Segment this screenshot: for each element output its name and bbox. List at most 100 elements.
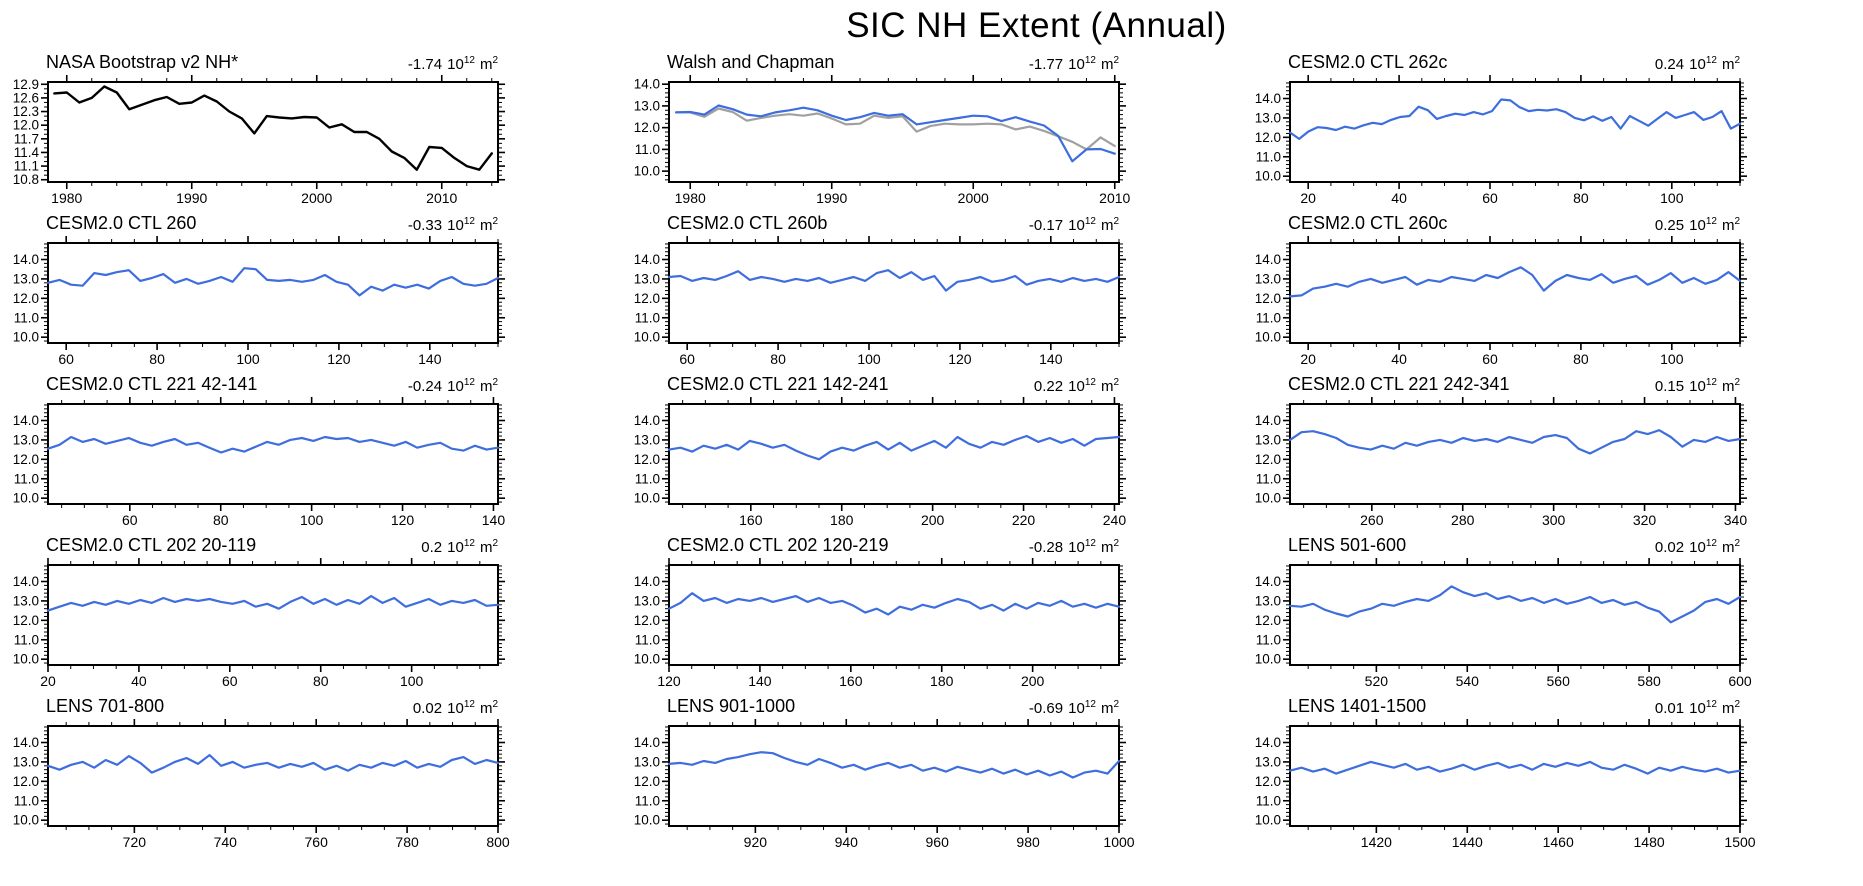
plot-frame <box>1289 564 1741 666</box>
trend-unit-base: 10 <box>447 700 464 717</box>
x-tick-label: 2000 <box>301 190 332 206</box>
panel-plot: 1980 1990 2000 2010 10.811.111.411.712.012.3… <box>13 75 505 206</box>
panel-grid: NASA Bootstrap v2 NH* -1.74 1012 m2 1980 1990… <box>0 48 1863 853</box>
data-line <box>46 267 500 297</box>
y-axis-labels: 10.0 11.0 12.0 13.0 14.0 <box>1255 735 1281 828</box>
data-line <box>667 269 1121 292</box>
trend-value: 0.25 <box>1654 217 1685 234</box>
trend-unit-base: 10 <box>1689 378 1706 395</box>
trend-unit-suffix-exponent: 2 <box>1734 538 1740 549</box>
trend-value: 0.22 <box>1033 378 1064 395</box>
data-line <box>1288 429 1742 455</box>
trend-unit-exponent: 12 <box>1084 377 1096 388</box>
x-tick-label: 780 <box>395 834 419 850</box>
y-tick-label: 11.0 <box>635 471 660 486</box>
y-tick-label: 11.0 <box>14 793 39 808</box>
trend-unit-base: 10 <box>1689 217 1706 234</box>
panel-title: CESM2.0 CTL 221 142-241 <box>667 374 889 394</box>
x-tick-label: 160 <box>839 673 863 689</box>
panel-trend: 0.02 1012 m2 <box>413 699 498 717</box>
y-axis-ticks <box>662 243 1126 342</box>
x-tick-label: 740 <box>214 834 238 850</box>
y-tick-label: 13.0 <box>13 754 39 769</box>
y-tick-label: 12.0 <box>13 118 39 133</box>
y-tick-label: 13.0 <box>13 432 39 447</box>
x-tick-label: 60 <box>679 351 695 367</box>
y-tick-label: 13.0 <box>634 271 660 286</box>
panel-title: CESM2.0 CTL 202 120-219 <box>667 535 889 555</box>
chart-panel: CESM2.0 CTL 202 20-119 0.2 1012 m2 20 40 60 80 1… <box>0 531 621 692</box>
panel-title: CESM2.0 CTL 260 <box>46 213 197 233</box>
y-tick-label: 11.0 <box>14 310 39 325</box>
x-tick-label: 100 <box>857 351 881 367</box>
trend-unit-suffix: m <box>479 378 493 395</box>
y-tick-label: 10.8 <box>13 172 39 187</box>
x-tick-label: 540 <box>1456 673 1480 689</box>
y-tick-label: 10.0 <box>634 813 660 828</box>
y-axis-labels: 10.811.111.411.712.012.312.612.9 <box>13 77 40 187</box>
data-line <box>1288 585 1742 624</box>
y-axis-ticks <box>1283 726 1747 825</box>
x-tick-label: 1460 <box>1543 834 1574 850</box>
trend-unit-suffix: m <box>1721 217 1735 234</box>
x-tick-label: 600 <box>1728 673 1752 689</box>
y-tick-label: 14.0 <box>1255 91 1281 106</box>
trend-value: -0.24 <box>407 378 443 395</box>
panel-title: CESM2.0 CTL 221 242-341 <box>1288 374 1510 394</box>
panel-trend: 0.22 1012 m2 <box>1034 377 1119 395</box>
y-tick-label: 11.0 <box>1256 632 1281 647</box>
y-tick-label: 11.0 <box>1256 793 1281 808</box>
x-axis-labels: 60 80 100 120 140 <box>122 512 505 528</box>
panel-trend: 0.25 1012 m2 <box>1655 216 1740 234</box>
y-tick-label: 12.0 <box>1255 291 1281 306</box>
panel-trend: 0.01 1012 m2 <box>1655 699 1740 717</box>
trend-unit-exponent: 12 <box>1705 55 1717 66</box>
panel-plot: 20 40 60 80 100 10.0 11.0 12.0 13.0 14.0 <box>1255 75 1747 206</box>
y-tick-label: 11.0 <box>635 142 660 157</box>
x-tick-label: 2010 <box>1099 190 1130 206</box>
y-axis-ticks <box>1283 404 1747 503</box>
data-line <box>46 435 500 454</box>
figure-title: SIC NH Extent (Annual) <box>846 6 1227 45</box>
panel-plot: 60 80 100 120 140 10.0 11.0 12.0 13.0 14.0 <box>634 236 1126 367</box>
trend-unit-exponent: 12 <box>463 55 475 66</box>
x-tick-label: 180 <box>930 673 954 689</box>
x-tick-label: 120 <box>657 673 681 689</box>
y-tick-label: 12.0 <box>1255 774 1281 789</box>
y-axis-labels: 10.0 11.0 12.0 13.0 14.0 <box>13 413 39 506</box>
chart-panel: CESM2.0 CTL 260 -0.33 1012 m2 60 80 100 120 140 1… <box>0 209 621 370</box>
plot-frame <box>47 725 499 827</box>
panel-header: CESM2.0 CTL 202 20-119 0.2 1012 m2 <box>0 531 621 557</box>
plot-frame <box>1289 403 1741 505</box>
y-axis-ticks <box>41 404 505 503</box>
y-tick-label: 12.0 <box>634 774 660 789</box>
x-axis-labels: 20 40 60 80 100 <box>1300 190 1683 206</box>
y-axis-labels: 10.0 11.0 12.0 13.0 14.0 <box>1255 91 1281 184</box>
chart-panel: CESM2.0 CTL 202 120-219 -0.28 1012 m2 120 140… <box>621 531 1242 692</box>
x-tick-label: 20 <box>1300 351 1316 367</box>
plot-frame <box>668 242 1120 344</box>
panel-header: CESM2.0 CTL 260c 0.25 1012 m2 <box>1242 209 1863 235</box>
y-axis-labels: 10.0 11.0 12.0 13.0 14.0 <box>634 77 660 179</box>
panel-trend: -0.33 1012 m2 <box>408 216 498 234</box>
panel-header: CESM2.0 CTL 221 42-141 -0.24 1012 m2 <box>0 370 621 396</box>
trend-unit-base: 10 <box>447 378 464 395</box>
y-tick-label: 11.0 <box>14 632 39 647</box>
x-tick-label: 1420 <box>1361 834 1392 850</box>
y-axis-ticks <box>41 243 505 342</box>
x-tick-label: 720 <box>123 834 147 850</box>
y-axis-labels: 10.0 11.0 12.0 13.0 14.0 <box>13 574 39 667</box>
panel-title: LENS 501-600 <box>1288 535 1407 555</box>
x-tick-label: 140 <box>482 512 506 528</box>
x-tick-label: 60 <box>1482 190 1498 206</box>
x-axis-labels: 1420 1440 1460 1480 1500 <box>1361 834 1756 850</box>
trend-unit-suffix-exponent: 2 <box>1113 377 1119 388</box>
x-tick-label: 2000 <box>958 190 989 206</box>
y-tick-label: 12.0 <box>634 452 660 467</box>
trend-unit-base: 10 <box>447 539 464 556</box>
trend-unit-suffix-exponent: 2 <box>1734 377 1740 388</box>
y-tick-label: 10.0 <box>13 652 39 667</box>
x-tick-label: 320 <box>1633 512 1657 528</box>
trend-unit-suffix-exponent: 2 <box>492 699 498 710</box>
x-axis-labels: 260 280 300 320 340 <box>1360 512 1747 528</box>
